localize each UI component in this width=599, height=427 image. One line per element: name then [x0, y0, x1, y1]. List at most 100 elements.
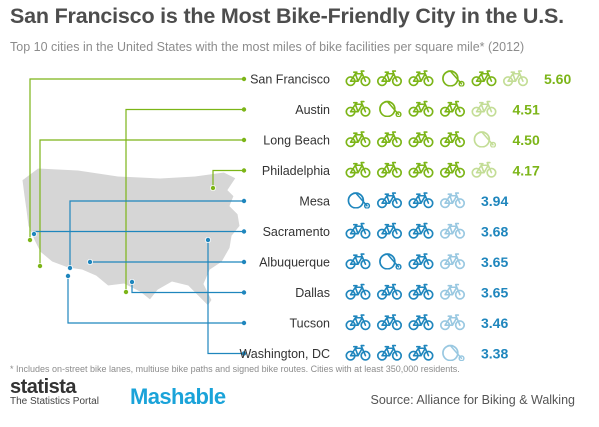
connector-end-dot: [241, 168, 247, 173]
bicycle-icon: [439, 314, 466, 331]
bicycle-icon: [345, 70, 371, 87]
value-label: 3.38: [481, 346, 508, 362]
connector-end-dot: [241, 351, 247, 356]
category-label: San Francisco: [250, 73, 330, 87]
bicycle-icon: [376, 192, 403, 209]
bicycle-icon: [473, 131, 497, 148]
city-map-dot[interactable]: [26, 236, 33, 243]
bicycle-icon: [439, 253, 466, 270]
bicycle-icon: [442, 70, 465, 87]
connector-line: [29, 78, 242, 240]
value-label: 3.65: [481, 285, 508, 301]
category-label: Tucson: [289, 317, 330, 331]
city-map-dot[interactable]: [65, 272, 72, 279]
bicycle-icon: [439, 192, 466, 209]
bicycle-icon: [376, 283, 403, 300]
source-note: Source: Alliance for Biking & Walking: [370, 393, 576, 407]
city-map-dot[interactable]: [123, 288, 130, 295]
bicycle-icon: [345, 344, 371, 361]
chart-subtitle: Top 10 cities in the United States with …: [10, 40, 525, 54]
city-map-dot[interactable]: [37, 262, 44, 269]
bicycle-icon: [408, 192, 434, 209]
bicycle-icon: [442, 344, 465, 361]
statista-logo[interactable]: statista The Statistics Portal: [10, 376, 99, 407]
bicycle-icon: [408, 253, 434, 270]
connector-end-dot: [241, 137, 247, 143]
connector-end-dot: [241, 76, 247, 82]
bicycle-icon: [376, 70, 403, 87]
category-label: Austin: [295, 103, 330, 117]
connector-line: [67, 276, 242, 324]
value-label: 4.50: [513, 132, 540, 148]
bicycle-icon: [471, 70, 497, 87]
value-label: 3.94: [481, 193, 508, 209]
city-map-dot[interactable]: [87, 258, 94, 265]
bicycle-icon: [408, 283, 434, 300]
bicycle-icon: [408, 222, 434, 239]
connector-end-dot: [241, 320, 247, 326]
bicycle-icon: [376, 314, 403, 331]
connector-end-dot: [241, 198, 247, 204]
bicycle-icon: [439, 131, 466, 148]
mashable-logo[interactable]: Mashable: [130, 384, 226, 409]
city-map-dot[interactable]: [204, 236, 211, 243]
city-map-dot[interactable]: [30, 230, 37, 237]
bicycle-icon: [408, 70, 434, 87]
bicycle-icon: [408, 314, 434, 331]
bicycle-icon: [471, 161, 497, 178]
footnote: * Includes on-street bike lanes, multius…: [10, 364, 460, 374]
connector-line: [212, 169, 242, 188]
bicycle-icon: [376, 344, 403, 361]
bicycle-icon: [408, 161, 434, 178]
category-label: Long Beach: [263, 134, 330, 148]
bicycle-icon: [439, 161, 466, 178]
value-label: 3.65: [481, 254, 508, 270]
value-label: 3.68: [481, 224, 508, 240]
bicycle-icon: [345, 131, 371, 148]
city-map-dot[interactable]: [209, 184, 216, 191]
us-map: [21, 167, 241, 307]
bicycle-icon: [379, 253, 402, 270]
bicycle-icon: [439, 100, 466, 117]
category-label: Philadelphia: [262, 164, 330, 178]
category-label: Sacramento: [263, 225, 330, 239]
category-label: Washington, DC: [239, 347, 330, 361]
bicycle-icon: [471, 100, 497, 117]
bicycle-icon: [408, 131, 434, 148]
category-label: Dallas: [295, 286, 330, 300]
bicycle-icon: [379, 100, 402, 117]
statista-wordmark: statista: [10, 376, 77, 398]
city-map-dot[interactable]: [67, 264, 74, 271]
bicycle-icon: [376, 131, 403, 148]
value-label: 5.60: [544, 71, 571, 87]
connector-line: [69, 200, 242, 268]
connector-end-dot: [241, 259, 247, 265]
statista-tagline: The Statistics Portal: [10, 396, 99, 407]
connector-end-dot: [241, 107, 247, 112]
value-label: 4.17: [513, 163, 540, 179]
category-label: Albuquerque: [259, 256, 330, 270]
bicycle-icon: [345, 222, 371, 239]
bicycle-icon: [345, 283, 371, 300]
connector-line: [39, 139, 242, 266]
bicycle-icon: [408, 100, 434, 117]
bicycle-icon: [439, 222, 466, 239]
value-label: 4.51: [513, 102, 540, 118]
bicycle-icon: [345, 253, 371, 270]
bicycle-icon: [376, 222, 403, 239]
connector-end-dot: [241, 229, 247, 234]
bicycle-icon: [345, 161, 371, 178]
category-label: Mesa: [299, 195, 330, 209]
bicycle-icon: [408, 344, 434, 361]
bicycle-icon: [345, 314, 371, 331]
connector-line: [207, 240, 242, 355]
bicycle-icon: [502, 70, 529, 87]
bicycle-icon: [345, 100, 371, 117]
bicycle-icon: [376, 161, 403, 178]
chart-title: San Francisco is the Most Bike-Friendly …: [10, 4, 564, 28]
city-map-dot[interactable]: [128, 278, 135, 285]
bicycle-icon: [439, 283, 466, 300]
value-label: 3.46: [481, 315, 508, 331]
connector-end-dot: [241, 290, 247, 295]
